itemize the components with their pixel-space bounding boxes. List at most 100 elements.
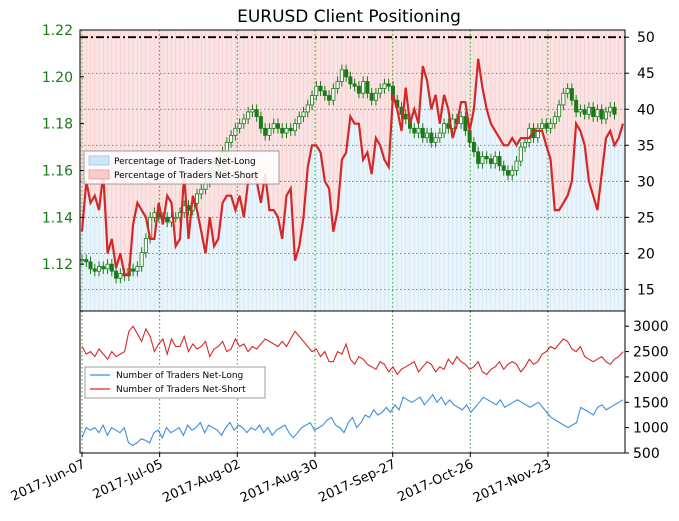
legend-label-net-short: Percentage of Traders Net-Short [114, 171, 259, 181]
candle-body [254, 109, 259, 118]
candle-body [420, 127, 425, 139]
bottom-panel-frame [79, 310, 626, 454]
left-tick-label: 1.18 [42, 117, 73, 133]
right-tick-label: 45 [637, 66, 655, 82]
candle-body [135, 266, 140, 272]
right-tick-label: 30 [637, 174, 655, 190]
candle-body [523, 141, 528, 148]
candle-body [292, 123, 297, 132]
pct-net-short-line [80, 58, 625, 277]
candle-body [557, 104, 562, 118]
candle-body [403, 113, 408, 120]
candle-body [386, 83, 391, 87]
top-legend: Percentage of Traders Net-Long Percentag… [83, 150, 280, 185]
legend-label-count-net-short: Number of Traders Net-Short [116, 385, 246, 395]
candle-body [459, 116, 464, 125]
candle-body [378, 88, 383, 94]
candle-body [497, 156, 502, 167]
candle-body [280, 127, 285, 134]
legend-label-count-net-long: Number of Traders Net-Long [116, 371, 243, 381]
left-tick-label: 1.12 [42, 257, 73, 273]
candle-body [310, 95, 315, 106]
candle-body [505, 170, 510, 176]
candle-body [544, 123, 549, 129]
candle-body [425, 132, 430, 139]
candle-body [305, 104, 310, 113]
top-legend-box [83, 150, 280, 185]
left-tick-label: 1.16 [42, 164, 73, 180]
bottom-right-tick-label: 500 [633, 446, 660, 462]
candle-body [569, 88, 574, 101]
chart-title: EURUSD Client Positioning [237, 7, 461, 27]
candle-body [109, 263, 114, 272]
left-axis-price: 1.22 1.20 1.18 1.16 1.14 1.12 [42, 23, 84, 273]
right-tick-label: 20 [637, 246, 655, 262]
candle-body [348, 76, 353, 85]
candle-body [373, 92, 378, 101]
bottom-right-tick-label: 2500 [633, 345, 669, 361]
candle-body [369, 92, 374, 101]
candle-body [591, 106, 596, 118]
candle-body [322, 90, 327, 96]
candle-body [518, 146, 523, 162]
candle-body [352, 83, 357, 87]
candle-body [586, 106, 591, 115]
candle-body [241, 118, 246, 125]
candle-body [595, 109, 600, 118]
candle-body [250, 109, 255, 113]
candle-body [88, 261, 93, 270]
bottom-panel-lines [81, 325, 624, 447]
candle-body [165, 216, 170, 223]
candle-body [101, 266, 106, 270]
bottom-right-tick-label: 2000 [633, 370, 669, 386]
candle-body [344, 69, 349, 78]
candle-body [535, 127, 540, 139]
candle-body [382, 83, 387, 89]
candle-body [92, 268, 97, 272]
candle-body [488, 158, 493, 164]
candle-body [275, 123, 280, 129]
top-panel-volume-hatching [81, 30, 624, 311]
left-tick-label: 1.22 [42, 23, 73, 39]
candle-body [540, 123, 545, 129]
candle-body [339, 69, 344, 82]
candle-body [284, 127, 289, 134]
candle-body [297, 116, 302, 125]
bottom-legend-box [84, 366, 266, 399]
bottom-right-tick-label: 1000 [633, 421, 669, 437]
candle-body [335, 81, 340, 89]
right-tick-label: 15 [637, 282, 655, 298]
candle-body [143, 238, 148, 253]
candle-body [365, 81, 370, 94]
candle-body [195, 193, 200, 204]
x-tick-label: 2017-Aug-30 [238, 457, 321, 506]
candle-body [471, 141, 476, 153]
x-tick-label: 2017-Jun-07 [9, 457, 88, 504]
candle-body [152, 212, 157, 218]
right-axis-percent: 50 45 40 35 30 25 20 15 [625, 30, 655, 298]
left-tick-label: 1.14 [42, 210, 73, 226]
candle-body [510, 170, 515, 176]
candle-body [582, 109, 587, 115]
candle-body [97, 266, 102, 272]
candle-body [463, 116, 468, 132]
candle-body [437, 132, 442, 139]
candle-body [416, 127, 421, 134]
candle-body [514, 160, 519, 171]
candle-body [288, 127, 293, 132]
candle-body [246, 111, 251, 120]
bottom-right-tick-label: 3000 [633, 319, 669, 335]
right-tick-label: 40 [637, 102, 655, 118]
candle-body [442, 123, 447, 134]
candle-body [574, 99, 579, 113]
candle-body [237, 123, 242, 129]
x-tick-label: 2017-Oct-26 [395, 457, 476, 505]
candle-body [80, 259, 85, 262]
x-tick-label: 2017-Sep-27 [316, 457, 398, 506]
series-count-net-long [81, 393, 624, 447]
candle-body [105, 263, 110, 270]
candle-body [476, 151, 481, 164]
candle-body [361, 81, 366, 94]
